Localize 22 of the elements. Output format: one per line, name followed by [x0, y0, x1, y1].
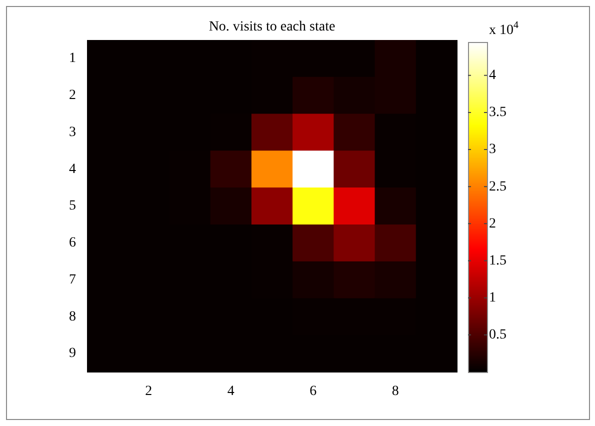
x-tick-label: 6 [310, 384, 317, 400]
y-tick-label: 3 [69, 124, 76, 140]
color-bar-label: 3 [489, 142, 496, 158]
color-bar-label: 2.5 [489, 179, 506, 194]
y-tick-label: 6 [69, 236, 76, 251]
color-bar-label: 3.5 [489, 105, 506, 120]
y-tick-label: 8 [69, 309, 76, 324]
color-bar-label: 0.5 [489, 328, 506, 343]
color-bar-label: 2 [489, 216, 496, 232]
x-tick-label: 4 [227, 384, 234, 400]
color-bar-label: 4 [489, 68, 496, 84]
x-tick-label: 2 [145, 384, 152, 400]
chart-title: No. visits to each state [208, 20, 336, 35]
color-bar-label: 1.5 [489, 253, 506, 268]
x-tick-label: 8 [392, 384, 399, 400]
y-tick-label: 9 [69, 346, 76, 362]
y-tick-label: 1 [69, 51, 76, 66]
y-tick-label: 7 [69, 272, 76, 288]
y-tick-label: 5 [69, 198, 76, 214]
color-bar-label: 1 [489, 290, 496, 306]
y-tick-label: 2 [69, 88, 76, 104]
y-tick-label: 4 [69, 162, 76, 177]
